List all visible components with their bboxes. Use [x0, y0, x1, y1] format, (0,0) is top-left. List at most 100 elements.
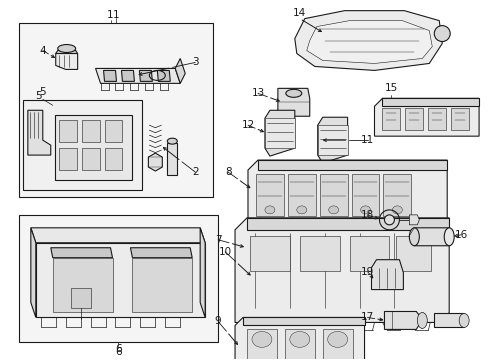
Bar	[450, 108, 468, 130]
Bar	[59, 120, 77, 142]
Ellipse shape	[285, 243, 309, 257]
Ellipse shape	[384, 215, 394, 225]
Text: 8: 8	[224, 167, 231, 177]
Bar	[285, 250, 309, 278]
Polygon shape	[235, 318, 364, 360]
Text: 4: 4	[40, 45, 46, 55]
Polygon shape	[243, 318, 364, 325]
Polygon shape	[53, 258, 112, 312]
Bar	[351, 174, 379, 216]
Bar	[246, 329, 276, 360]
Text: 12: 12	[241, 120, 254, 130]
Polygon shape	[371, 260, 403, 289]
Polygon shape	[167, 143, 177, 175]
Bar	[299, 236, 339, 271]
Text: 3: 3	[191, 58, 198, 67]
Ellipse shape	[58, 45, 76, 53]
Polygon shape	[384, 311, 422, 329]
Text: 14: 14	[293, 8, 306, 18]
Polygon shape	[148, 153, 162, 171]
Bar	[322, 329, 352, 360]
Polygon shape	[36, 243, 205, 318]
Bar	[249, 236, 289, 271]
Ellipse shape	[285, 271, 309, 285]
Polygon shape	[103, 71, 116, 81]
Polygon shape	[317, 117, 347, 163]
Text: 2: 2	[191, 167, 198, 177]
Bar	[405, 108, 423, 130]
Polygon shape	[258, 160, 447, 170]
Bar	[104, 148, 122, 170]
Bar	[19, 23, 213, 197]
Text: 18: 18	[360, 210, 373, 220]
Polygon shape	[157, 71, 170, 81]
Ellipse shape	[253, 243, 277, 257]
Text: 10: 10	[218, 247, 231, 257]
Bar	[81, 148, 100, 170]
Bar	[396, 236, 430, 271]
Bar	[287, 174, 315, 216]
Bar	[349, 236, 388, 271]
Ellipse shape	[327, 332, 347, 347]
Ellipse shape	[443, 228, 453, 246]
Text: 6: 6	[115, 345, 122, 354]
Ellipse shape	[296, 206, 306, 214]
Polygon shape	[31, 228, 205, 243]
Polygon shape	[408, 228, 448, 246]
Ellipse shape	[408, 228, 419, 246]
Polygon shape	[28, 110, 51, 155]
Ellipse shape	[289, 332, 309, 347]
Ellipse shape	[360, 206, 370, 214]
Ellipse shape	[251, 332, 271, 347]
Polygon shape	[139, 71, 152, 81]
Polygon shape	[374, 98, 478, 136]
Text: 16: 16	[454, 230, 467, 240]
Bar	[59, 148, 77, 170]
Text: 19: 19	[360, 267, 373, 276]
Bar	[383, 174, 410, 216]
Ellipse shape	[416, 312, 427, 328]
Bar	[319, 174, 347, 216]
Polygon shape	[246, 218, 448, 230]
Polygon shape	[264, 118, 294, 148]
Bar	[285, 329, 314, 360]
Ellipse shape	[253, 271, 277, 285]
Polygon shape	[175, 58, 185, 84]
Polygon shape	[317, 125, 347, 155]
Bar	[23, 100, 142, 190]
Polygon shape	[382, 98, 478, 106]
Ellipse shape	[264, 206, 274, 214]
Polygon shape	[277, 88, 309, 116]
Bar	[253, 250, 277, 278]
Bar	[104, 120, 122, 142]
Ellipse shape	[458, 314, 468, 328]
Polygon shape	[121, 71, 134, 81]
Polygon shape	[235, 218, 448, 323]
Bar	[255, 174, 283, 216]
Ellipse shape	[285, 89, 301, 97]
Text: 1: 1	[107, 10, 114, 20]
Text: 6: 6	[115, 347, 122, 357]
Polygon shape	[247, 238, 357, 310]
Text: 7: 7	[214, 235, 221, 245]
Polygon shape	[130, 248, 192, 258]
Text: 5: 5	[40, 87, 46, 97]
Bar	[317, 250, 341, 278]
Polygon shape	[31, 228, 36, 318]
Polygon shape	[132, 258, 192, 312]
Ellipse shape	[381, 301, 393, 309]
Polygon shape	[200, 228, 205, 318]
Ellipse shape	[317, 271, 341, 285]
Text: 13: 13	[251, 88, 264, 98]
Ellipse shape	[392, 206, 402, 214]
Ellipse shape	[433, 26, 449, 41]
Ellipse shape	[317, 243, 341, 257]
Text: 5: 5	[36, 91, 42, 101]
Polygon shape	[51, 248, 112, 258]
Bar	[19, 215, 218, 342]
Text: 1: 1	[112, 10, 119, 20]
Polygon shape	[408, 215, 419, 225]
Polygon shape	[95, 68, 180, 84]
Polygon shape	[264, 110, 294, 156]
Bar	[81, 120, 100, 142]
